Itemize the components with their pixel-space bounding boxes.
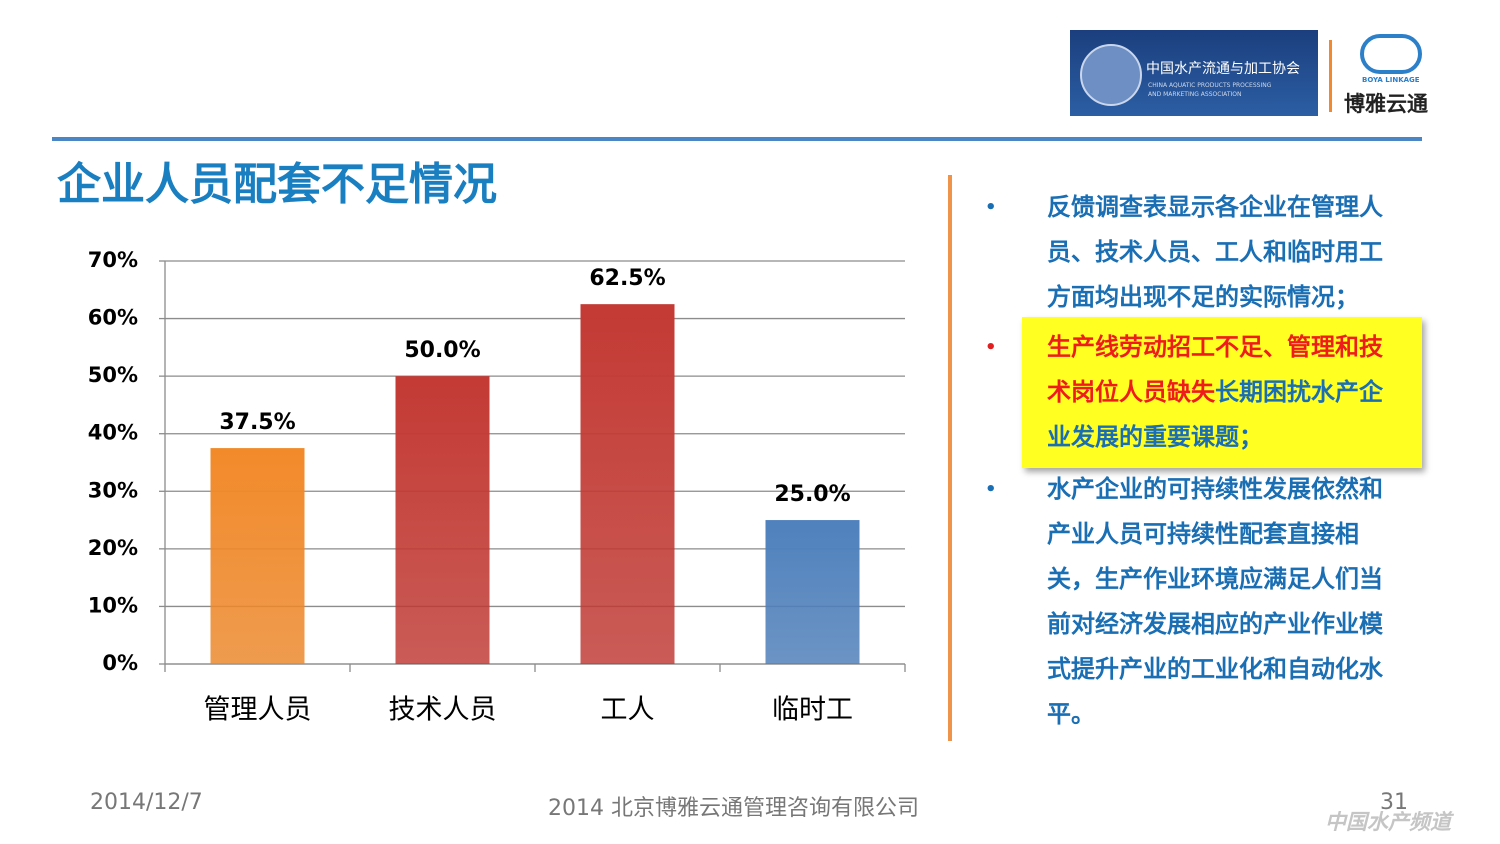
bullet-dot: •	[985, 197, 997, 218]
y-tick-label: 30%	[88, 478, 138, 502]
y-tick-label: 0%	[102, 651, 138, 675]
y-tick-label: 60%	[88, 306, 138, 330]
value-label: 62.5%	[589, 266, 665, 291]
bar	[395, 376, 490, 664]
y-tick-label: 40%	[88, 421, 138, 445]
bar	[580, 304, 675, 664]
brand-icon	[1360, 34, 1422, 74]
bullet-text: 生产线劳动招工不足、管理和技术岗位人员缺失长期困扰水产企业发展的重要课题；	[1047, 325, 1399, 460]
footer-company: 2014 北京博雅云通管理咨询有限公司	[548, 796, 919, 821]
footer-date: 2014/12/7	[90, 790, 203, 815]
chart: 0% 10% 20% 30% 40% 50% 60% 70% 管理人员 37.5% 技术人员 50.0…	[88, 248, 906, 726]
brand-cn: 博雅云通	[1344, 92, 1428, 116]
highlight-box	[1022, 317, 1422, 468]
logo-emblem	[1080, 44, 1142, 106]
logo-en: CHINA AQUATIC PRODUCTS PROCESSING	[1148, 82, 1272, 89]
x-tick-label: 工人	[601, 695, 655, 726]
bullet: • 生产线劳动招工不足、管理和技术岗位人员缺失长期困扰水产企业发展的重要课题；	[985, 325, 1405, 460]
value-label: 37.5%	[219, 410, 295, 435]
bullet-emphasis: 生产线劳动招工不足、管理和技术岗位人员缺失	[1047, 333, 1383, 406]
brand-en: BOYA LINKAGE	[1362, 76, 1420, 84]
y-tick-label: 70%	[88, 248, 138, 272]
bullet: • 反馈调查表显示各企业在管理人员、技术人员、工人和临时用工方面均出现不足的实际情…	[985, 185, 1405, 320]
x-tick-label: 管理人员	[204, 695, 312, 726]
value-label: 50.0%	[404, 338, 480, 363]
bullet-text: 水产企业的可持续性发展依然和产业人员可持续性配套直接相关，生产作业环境应满足人们…	[1047, 475, 1383, 728]
footer-page: 31	[1380, 790, 1408, 815]
separator	[1329, 40, 1332, 112]
logo-en: AND MARKETING ASSOCIATION	[1148, 91, 1242, 98]
y-tick-label: 20%	[88, 536, 138, 560]
y-tick-label: 50%	[88, 363, 138, 387]
bullet-dot: •	[985, 337, 997, 358]
slide-title: 企业人员配套不足情况	[57, 159, 497, 210]
bar	[765, 520, 860, 664]
y-tick-label: 10%	[88, 593, 138, 617]
header-rule	[52, 137, 1422, 141]
bullet: • 水产企业的可持续性发展依然和产业人员可持续性配套直接相关，生产作业环境应满足人…	[985, 467, 1405, 737]
value-label: 25.0%	[774, 482, 850, 507]
logo-cn: 中国水产流通与加工协会	[1146, 61, 1300, 77]
x-tick-label: 临时工	[772, 695, 853, 726]
logo-box: 中国水产流通与加工协会 CHINA AQUATIC PRODUCTS PROCE…	[1070, 30, 1318, 116]
watermark: 中国水产频道	[1325, 810, 1451, 834]
divider	[948, 175, 952, 741]
bullet-text: 反馈调查表显示各企业在管理人员、技术人员、工人和临时用工方面均出现不足的实际情况…	[1047, 193, 1383, 311]
bullet-dot: •	[985, 479, 997, 500]
x-tick-label: 技术人员	[389, 695, 497, 726]
bullet-rest: 长期困扰水产企业发展的重要课题；	[1047, 378, 1383, 451]
bar	[210, 448, 305, 664]
